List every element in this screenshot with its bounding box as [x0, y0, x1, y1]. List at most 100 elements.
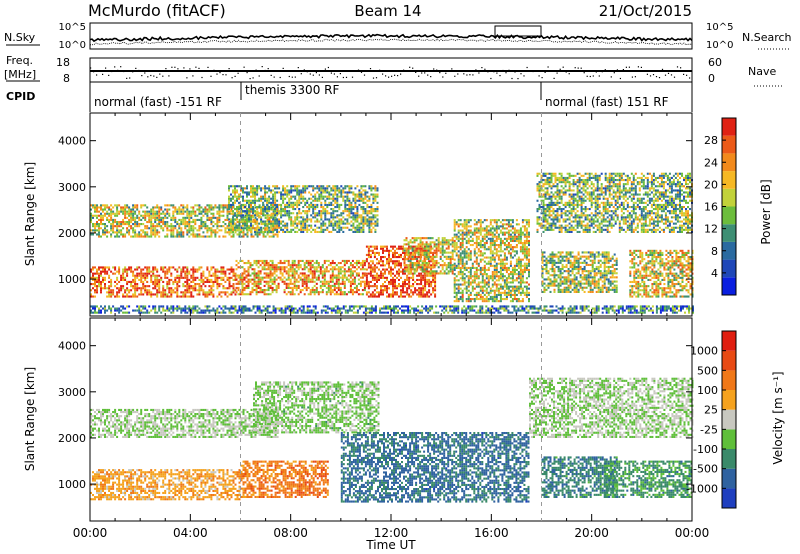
nave-point — [327, 66, 329, 69]
power-echo-cell — [104, 208, 106, 211]
power-echo-cell — [254, 199, 256, 202]
power-echo-cell — [232, 210, 234, 213]
power-echo-cell — [348, 201, 351, 204]
power-echo-cell — [396, 293, 398, 296]
power-echo-cell — [351, 264, 354, 267]
power-echo-cell — [98, 231, 100, 234]
power-echo-cell — [350, 206, 353, 209]
noise-marker-box — [494, 25, 542, 37]
power-echo-cell — [244, 227, 247, 230]
power-echo-cell — [224, 270, 227, 273]
power-echo-cell — [497, 262, 500, 265]
power-echo-cell — [473, 250, 476, 253]
power-echo-cell — [334, 197, 337, 200]
power-echo-cell — [360, 193, 363, 196]
power-echo-cell — [196, 214, 199, 217]
power-echo-cell — [489, 252, 492, 255]
power-echo-cell — [418, 293, 421, 296]
power-echo-cell — [251, 278, 254, 281]
power-echo-cell — [423, 257, 426, 260]
power-echo-cell — [294, 208, 297, 211]
power-echo-cell — [306, 212, 309, 215]
power-echo-cell — [276, 199, 279, 202]
power-echo-cell — [204, 225, 207, 228]
power-echo-cell — [259, 289, 262, 292]
power-echo-cell — [403, 249, 406, 252]
power-echo-cell — [136, 285, 139, 288]
power-echo-cell — [378, 293, 380, 296]
power-echo-cell — [341, 266, 344, 269]
power-echo-cell — [208, 280, 211, 283]
power-echo-cell — [212, 289, 215, 292]
power-echo-cell — [150, 229, 153, 232]
power-echo-cell — [126, 274, 129, 277]
power-echo-cell — [447, 262, 450, 265]
power-echo-cell — [289, 274, 292, 277]
power-echo-cell — [443, 270, 446, 273]
power-echo-cell — [396, 285, 398, 288]
power-echo-cell — [148, 272, 151, 275]
nave-point — [345, 76, 348, 78]
power-echo-cell — [300, 197, 303, 200]
power-echo-cell — [407, 257, 410, 260]
power-echo-cell — [269, 293, 272, 296]
frequency-traces — [90, 66, 692, 80]
power-echo-cell — [178, 208, 181, 211]
power-echo-cell — [408, 283, 411, 286]
power-echo-cell — [349, 276, 352, 279]
power-echo-cell — [186, 270, 189, 273]
nave-point — [646, 73, 648, 75]
power-echo-cell — [190, 291, 193, 294]
power-echo-cell — [260, 197, 263, 200]
power-echo-cell — [435, 245, 438, 248]
power-echo-cell — [453, 262, 456, 265]
power-echo-cell — [216, 212, 219, 215]
power-echo-cell — [412, 276, 415, 279]
nave-point — [300, 73, 302, 75]
power-echo-cell — [236, 191, 238, 194]
power-echo-cell — [487, 233, 490, 236]
power-echo-cell — [188, 225, 191, 228]
nave-point — [90, 67, 92, 69]
power-echo-cell — [226, 208, 229, 211]
power-echo-cell — [344, 203, 347, 206]
power-echo-cell — [402, 289, 404, 292]
power-echo-cell — [352, 199, 355, 202]
power-echo-cell — [493, 233, 496, 236]
power-echo-cell — [200, 274, 203, 277]
power-echo-cell — [332, 208, 335, 211]
power-echo-cell — [150, 293, 153, 296]
power-echo-cell — [98, 278, 100, 281]
power-echo-cell — [419, 264, 422, 267]
nave-point — [138, 69, 140, 72]
power-echo-cell — [367, 262, 370, 265]
power-echo-cell — [367, 291, 370, 294]
power-echo-cell — [224, 235, 227, 238]
power-echo-cell — [328, 218, 331, 221]
power-echo-cell — [156, 276, 159, 279]
power-echo-cell — [110, 280, 113, 283]
power-echo-cell — [106, 210, 109, 213]
power-echo-cell — [477, 219, 480, 222]
nave-point — [366, 70, 369, 72]
power-echo-cell — [365, 260, 368, 263]
power-echo-cell — [228, 189, 230, 192]
power-echo-cell — [324, 201, 327, 204]
power-echo-cell — [150, 212, 153, 215]
power-echo-cell — [266, 212, 269, 215]
power-echo-cell — [122, 287, 125, 290]
power-echo-cell — [307, 274, 310, 277]
power-echo-cell — [437, 249, 440, 252]
power-echo-cell — [304, 210, 307, 213]
power-echo-cell — [373, 268, 376, 271]
power-echo-cell — [473, 231, 476, 234]
power-echo-cell — [489, 223, 492, 226]
power-echo-cell — [285, 259, 288, 262]
power-echo-cell — [158, 208, 161, 211]
power-echo-cell — [262, 227, 265, 230]
power-echo-cell — [373, 283, 376, 286]
power-echo-cell — [232, 195, 234, 198]
power-echo-cell — [190, 295, 193, 298]
nave-point — [634, 76, 636, 78]
power-echo-cell — [269, 276, 272, 279]
